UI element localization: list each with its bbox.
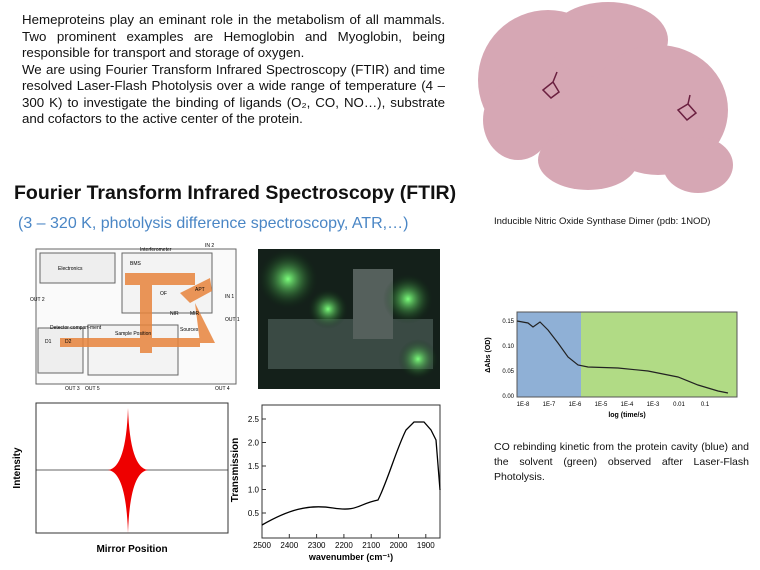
schematic-label: OUT 4: [215, 386, 230, 392]
x-tick-label: 1900: [417, 541, 435, 550]
y-tick-label: 0.00: [502, 394, 514, 400]
x-tick-label: 2000: [390, 541, 408, 550]
schematic-label: Electronics: [58, 266, 83, 272]
schematic-label: MIR: [190, 311, 200, 317]
axis-label: ΔAbs (OD): [485, 337, 492, 372]
x-tick-label: 2400: [280, 541, 298, 550]
protein-image: [478, 2, 733, 193]
protein-caption: Inducible Nitric Oxide Synthase Dimer (p…: [494, 216, 711, 227]
interferogram-plot: Intensity Mirror Position: [12, 402, 229, 555]
schematic-label: OF: [160, 291, 167, 297]
x-tick-label: 0.01: [673, 402, 685, 408]
schematic-label: Sources: [180, 327, 199, 333]
schematic-label: OUT 5: [85, 386, 100, 392]
setup-schematic: Electronics Interferometer BMS OF APT NIR MIR S…: [30, 243, 240, 392]
kinetics-caption: CO rebinding kinetic from the protein ca…: [494, 441, 749, 483]
x-tick-label: 1E-8: [517, 402, 530, 408]
y-tick-label: 1.0: [248, 486, 260, 495]
schematic-label: D2: [65, 339, 72, 345]
schematic-label: OUT 3: [65, 386, 80, 392]
x-tick-label: 2100: [362, 541, 380, 550]
schematic-label: OUT 1: [225, 317, 240, 323]
spectrum-plot: Transmission wavenumber (cm⁻¹) 0.5 1.0 1.5…: [230, 404, 441, 562]
y-tick-label: 2.0: [248, 439, 260, 448]
axis-label: wavenumber (cm⁻¹): [308, 552, 393, 562]
paragraph: Hemeproteins play an eminant role in the…: [22, 12, 445, 60]
y-tick-label: 0.5: [248, 509, 260, 518]
x-tick-label: 1E-6: [569, 402, 582, 408]
schematic-label: APT: [195, 287, 205, 293]
paragraph: We are using Fourier Transform Infrared …: [22, 61, 445, 127]
schematic-label: Interferometer: [140, 247, 172, 253]
y-tick-label: 0.10: [502, 344, 514, 350]
schematic-label: NIR: [170, 311, 179, 317]
x-tick-label: 2300: [308, 541, 326, 550]
y-tick-label: 0.05: [502, 369, 514, 375]
y-tick-label: 1.5: [248, 462, 260, 471]
axis-label: log (time/s): [608, 412, 645, 419]
schematic-label: OUT 2: [30, 297, 45, 303]
y-tick-label: 0.15: [502, 319, 514, 325]
schematic-label: BMS: [130, 261, 142, 267]
kinetics-plot: ΔAbs (OD) log (time/s) 0.00 0.05 0.10 0.15 1…: [485, 311, 738, 419]
schematic-label: Sample Position: [115, 331, 151, 337]
axis-label: Transmission: [230, 438, 241, 502]
heading: Fourier Transform Infrared Spectroscopy …: [14, 182, 457, 204]
schematic-label: IN 2: [205, 243, 214, 249]
x-tick-label: 2500: [253, 541, 271, 550]
x-tick-label: 1E-4: [621, 402, 634, 408]
x-tick-label: 2200: [335, 541, 353, 550]
subheading: (3 – 320 K, photolysis difference spectr…: [18, 215, 409, 232]
setup-photo: [258, 249, 440, 389]
axis-label: Mirror Position: [96, 544, 167, 555]
x-tick-label: 1E-5: [595, 402, 608, 408]
intro: Hemeproteins play an eminant role in the…: [22, 12, 445, 128]
x-tick-label: 1E-3: [647, 402, 660, 408]
schematic-label: D1: [45, 339, 52, 345]
schematic-label: IN 1: [225, 294, 234, 300]
axis-label: Intensity: [12, 447, 23, 489]
x-tick-label: 0.1: [701, 402, 710, 408]
y-tick-label: 2.5: [248, 415, 260, 424]
x-tick-label: 1E-7: [543, 402, 556, 408]
schematic-label: Detector compart-ment: [50, 325, 102, 331]
